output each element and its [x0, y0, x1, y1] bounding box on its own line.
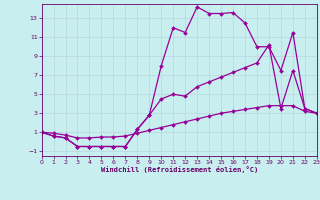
X-axis label: Windchill (Refroidissement éolien,°C): Windchill (Refroidissement éolien,°C): [100, 166, 258, 173]
